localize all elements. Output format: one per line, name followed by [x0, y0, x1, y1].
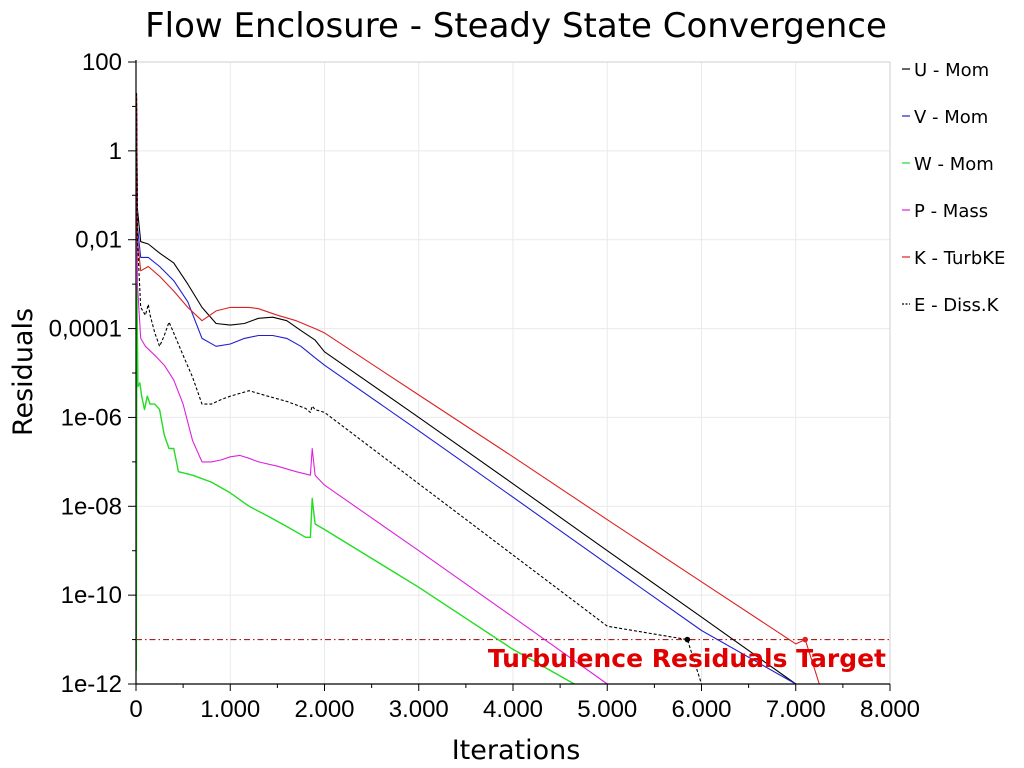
x-tick-label: 5.000 [577, 696, 637, 723]
series-line-e-diss-k [135, 93, 703, 685]
legend-label-w-mom: W - Mom [914, 154, 994, 175]
x-tick-label: 2.000 [294, 696, 354, 723]
x-tick-label: 4.000 [483, 696, 543, 723]
series-line-p-mass [135, 119, 683, 685]
y-tick-label: 0,0001 [49, 316, 122, 343]
series-line-u-mom [135, 93, 848, 685]
x-tick-label: 6.000 [671, 696, 731, 723]
turbulence-target-annotation: Turbulence Residuals Target [488, 644, 886, 673]
series-line-k-turbke [135, 93, 820, 685]
marker-point-e-diss-k [684, 636, 691, 643]
chart-title: Flow Enclosure - Steady State Convergenc… [145, 6, 887, 46]
y-tick-label: 1e-06 [61, 404, 122, 431]
y-tick-label: 0,01 [75, 227, 122, 254]
marker-points [684, 636, 808, 643]
series-line-v-mom [135, 106, 815, 685]
x-tick-label: 0 [129, 696, 142, 723]
marker-point-k-turbke [802, 636, 808, 643]
legend-label-u-mom: U - Mom [914, 60, 989, 81]
y-tick-label: 1 [109, 138, 122, 165]
x-tick-label: 1.000 [200, 696, 260, 723]
legend-label-e-diss-k: E - Diss.K [914, 295, 1000, 316]
gridlines [135, 61, 891, 685]
x-tick-label: 8.000 [860, 696, 920, 723]
x-axis-label: Iterations [452, 735, 581, 766]
y-axis-ticks: 100 1 0,01 0,0001 1e-06 1e-08 1e-10 1e-12 [49, 49, 136, 698]
y-tick-label: 1e-12 [61, 671, 122, 698]
series-line-w-mom [135, 283, 575, 685]
y-tick-label: 100 [82, 49, 122, 76]
x-tick-label: 7.000 [766, 696, 826, 723]
x-tick-label: 3.000 [389, 696, 449, 723]
x-axis-ticks: 0 1.000 2.000 3.000 4.000 5.000 6.000 7.000 8.00… [129, 684, 920, 723]
legend: U - Mom V - Mom W - Mom P - Mass K - TurbKE E… [902, 60, 1005, 316]
y-tick-label: 1e-10 [61, 582, 122, 609]
legend-label-p-mass: P - Mass [914, 201, 988, 222]
legend-label-v-mom: V - Mom [914, 107, 988, 128]
y-axis-label: Residuals [8, 308, 39, 436]
y-tick-label: 1e-08 [61, 493, 122, 520]
legend-label-k-turbke: K - TurbKE [914, 248, 1005, 269]
series-lines [135, 93, 848, 685]
